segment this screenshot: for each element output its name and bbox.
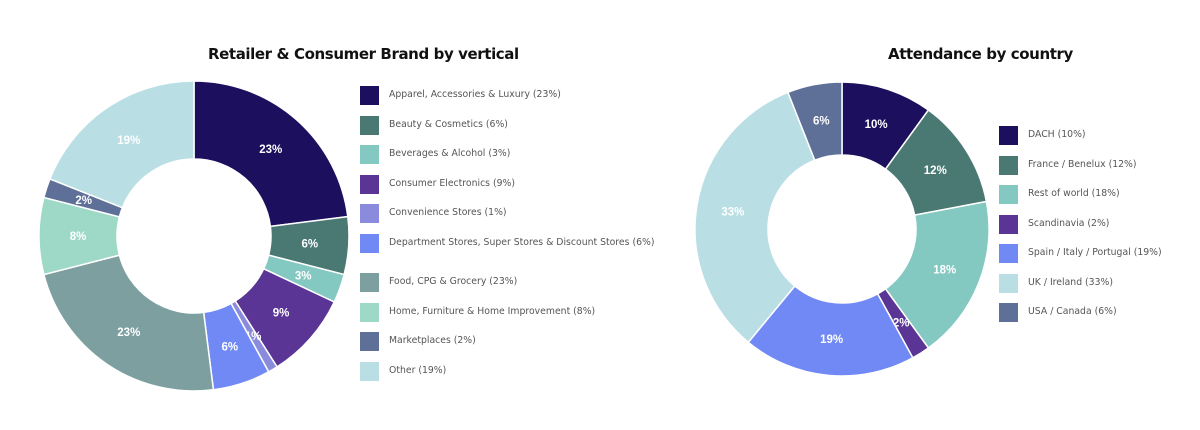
donut-slice[interactable] bbox=[193, 80, 349, 228]
legend-label: Convenience Stores (1%) bbox=[389, 207, 507, 218]
slice-label: 10% bbox=[865, 119, 888, 131]
country-chart-title: Attendance by country bbox=[888, 45, 1073, 63]
legend-item[interactable]: USA / Canada (6%) bbox=[999, 303, 1117, 322]
legend-item[interactable]: Home, Furniture & Home Improvement (8%) bbox=[360, 302, 596, 322]
legend-label: Rest of world (18%) bbox=[1028, 188, 1120, 199]
slice-label: 19% bbox=[820, 334, 843, 346]
legend-label: Home, Furniture & Home Improvement (8%) bbox=[389, 305, 596, 317]
legend-swatch bbox=[360, 115, 379, 135]
vertical-chart-title: Retailer & Consumer Brand by vertical bbox=[208, 45, 519, 63]
donut-slice[interactable] bbox=[884, 200, 990, 349]
legend-item[interactable]: Other (19%) bbox=[360, 361, 447, 381]
legend-label: France / Benelux (12%) bbox=[1028, 158, 1137, 170]
vertical-donut-chart: 23%6%3%9%1%6%23%8%2%19% bbox=[38, 80, 350, 392]
country-donut-chart: 10% 12% 18% 2% 19% 33% 6% bbox=[694, 81, 990, 377]
legend-swatch bbox=[999, 244, 1018, 263]
slice-label: 12% bbox=[924, 165, 947, 177]
legend-item[interactable]: DACH (10%) bbox=[999, 126, 1086, 145]
slice-label: 33% bbox=[721, 207, 744, 219]
legend-label: Marketplaces (2%) bbox=[389, 335, 476, 346]
legend-swatch bbox=[999, 126, 1018, 145]
legend-item[interactable]: Marketplaces (2%) bbox=[360, 332, 476, 351]
slice-label: 3% bbox=[295, 270, 312, 282]
legend-swatch bbox=[999, 155, 1018, 175]
legend-item[interactable]: France / Benelux (12%) bbox=[999, 155, 1137, 175]
legend-item[interactable]: Rest of world (18%) bbox=[999, 185, 1120, 204]
legend-item[interactable]: Consumer Electronics (9%) bbox=[360, 174, 515, 194]
legend-swatch bbox=[360, 86, 379, 105]
legend-swatch bbox=[360, 361, 379, 381]
donut-slice[interactable] bbox=[42, 254, 215, 392]
legend-swatch bbox=[360, 273, 379, 292]
legend-label: Food, CPG & Grocery (23%) bbox=[389, 276, 518, 287]
donut-slice[interactable] bbox=[694, 91, 816, 344]
slice-label: 2% bbox=[893, 317, 910, 329]
legend-swatch bbox=[360, 145, 379, 164]
legend-swatch bbox=[999, 273, 1018, 293]
legend-item[interactable]: Beauty & Cosmetics (6%) bbox=[360, 115, 508, 135]
vertical-chart-panel: Retailer & Consumer Brand by vertical 23… bbox=[38, 45, 654, 392]
slice-label: 6% bbox=[222, 341, 239, 353]
legend-label: Beverages & Alcohol (3%) bbox=[389, 148, 511, 159]
legend-label: Beauty & Cosmetics (6%) bbox=[389, 118, 508, 130]
slice-label: 18% bbox=[933, 265, 956, 277]
legend-label: Spain / Italy / Portugal (19%) bbox=[1028, 247, 1162, 258]
legend-label: Apparel, Accessories & Luxury (23%) bbox=[389, 89, 561, 100]
legend-label: Consumer Electronics (9%) bbox=[389, 177, 515, 189]
slice-label: 9% bbox=[273, 308, 290, 320]
legend-swatch bbox=[360, 204, 379, 223]
slice-label: 23% bbox=[259, 144, 282, 156]
slice-label: 6% bbox=[813, 115, 830, 127]
donut-slice[interactable] bbox=[747, 284, 914, 377]
legend-item[interactable]: Food, CPG & Grocery (23%) bbox=[360, 273, 517, 292]
legend-item[interactable]: Convenience Stores (1%) bbox=[360, 204, 507, 223]
donut-slice[interactable] bbox=[786, 81, 843, 162]
slice-label: 2% bbox=[75, 195, 92, 207]
legend-swatch bbox=[360, 174, 379, 194]
legend-swatch bbox=[360, 332, 379, 351]
legend-item[interactable]: Beverages & Alcohol (3%) bbox=[360, 145, 510, 164]
legend-label: UK / Ireland (33%) bbox=[1028, 276, 1113, 288]
legend-label: Scandinavia (2%) bbox=[1028, 217, 1110, 229]
slice-label: 8% bbox=[70, 231, 87, 243]
legend-swatch bbox=[999, 185, 1018, 204]
legend-item[interactable]: Apparel, Accessories & Luxury (23%) bbox=[360, 86, 561, 105]
legend-item[interactable]: Department Stores, Super Stores & Discou… bbox=[360, 233, 659, 253]
legend-swatch bbox=[999, 214, 1018, 234]
donut-slice[interactable] bbox=[48, 80, 195, 209]
legend-swatch bbox=[360, 302, 379, 322]
legend-item[interactable]: UK / Ireland (33%) bbox=[999, 273, 1113, 293]
country-chart-panel: Attendance by country 10% 12% 18% 2% 19% 33% 6… bbox=[640, 0, 1200, 430]
slice-label: 19% bbox=[117, 135, 140, 147]
slice-label: 23% bbox=[117, 327, 140, 339]
legend-item[interactable]: Scandinavia (2%) bbox=[999, 214, 1110, 234]
legend-label: Department Stores, Super Stores & Discou… bbox=[389, 236, 655, 248]
slice-label: 6% bbox=[301, 238, 318, 250]
legend-swatch bbox=[999, 303, 1018, 322]
legend-item[interactable]: Spain / Italy / Portugal (19%) bbox=[999, 244, 1162, 263]
legend-label: Other (19%) bbox=[389, 364, 447, 376]
legend-label: USA / Canada (6%) bbox=[1028, 306, 1117, 317]
legend-label: DACH (10%) bbox=[1028, 129, 1086, 140]
legend-swatch bbox=[360, 233, 379, 253]
